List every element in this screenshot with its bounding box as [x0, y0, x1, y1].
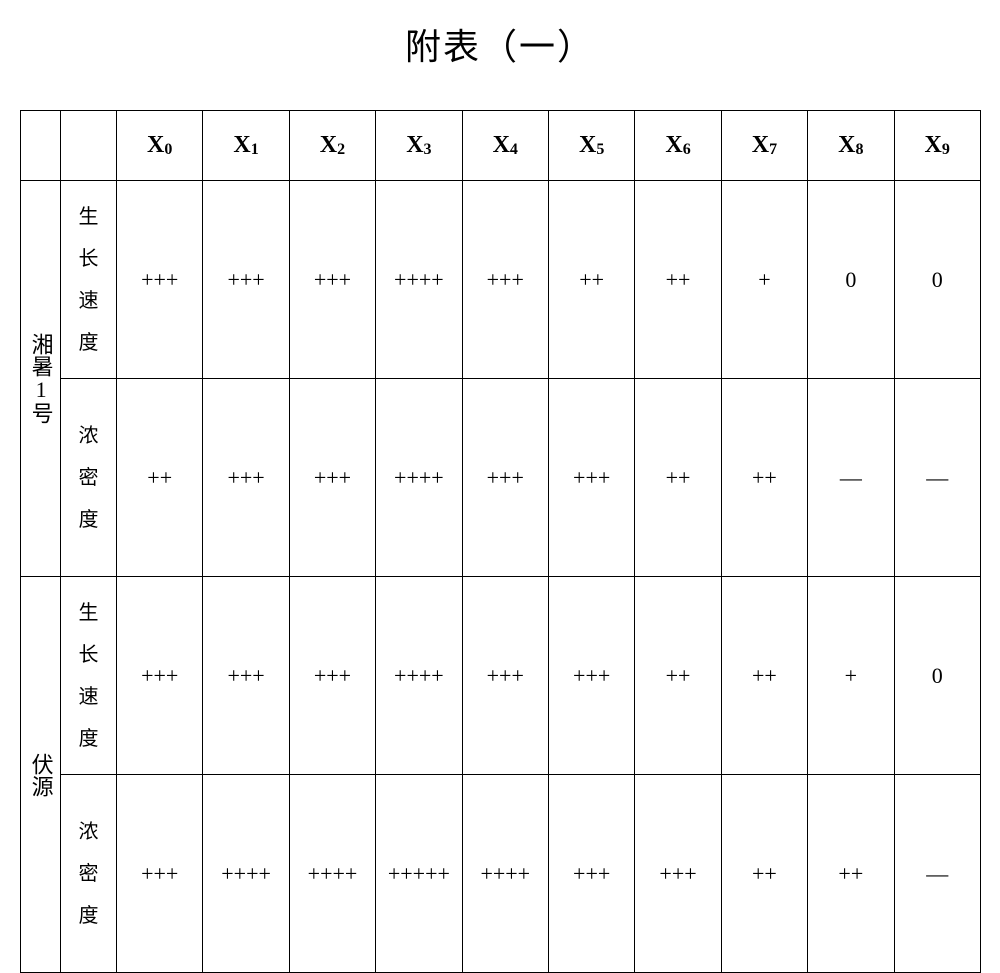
data-cell: ++: [635, 577, 721, 775]
header-blank-1: [21, 111, 61, 181]
col-header: X2: [289, 111, 375, 181]
data-cell: +++: [117, 775, 203, 973]
data-cell: ++: [721, 379, 807, 577]
table-row: 伏源 生长速度 +++ +++ +++ ++++ +++ +++ ++ ++ +…: [21, 577, 981, 775]
col-header-prefix: X: [493, 132, 510, 158]
data-cell: ++++: [376, 577, 462, 775]
data-cell: ++: [635, 379, 721, 577]
data-cell: +++: [289, 181, 375, 379]
table-row: 湘暑1号 生长速度 +++ +++ +++ ++++ +++ ++ ++ + 0…: [21, 181, 981, 379]
data-cell: —: [808, 379, 894, 577]
header-row: X0 X1 X2 X3 X4 X5 X6 X7 X8 X9: [21, 111, 981, 181]
data-cell: ++++: [203, 775, 289, 973]
col-header: X1: [203, 111, 289, 181]
col-header-index: 8: [855, 141, 863, 158]
col-header-prefix: X: [147, 132, 164, 158]
data-cell: ++: [721, 577, 807, 775]
data-cell: 0: [808, 181, 894, 379]
metric-label-cell: 浓密度: [61, 775, 117, 973]
col-header-prefix: X: [665, 132, 682, 158]
col-header-index: 6: [683, 141, 691, 158]
data-cell: 0: [894, 181, 980, 379]
col-header: X4: [462, 111, 548, 181]
metric-label-cell: 生长速度: [61, 181, 117, 379]
data-cell: ++: [548, 181, 634, 379]
data-cell: +++: [117, 577, 203, 775]
col-header: X6: [635, 111, 721, 181]
data-cell: +++++: [376, 775, 462, 973]
data-cell: +++: [462, 181, 548, 379]
col-header-prefix: X: [925, 132, 942, 158]
data-cell: ++: [635, 181, 721, 379]
data-cell: ++: [117, 379, 203, 577]
data-cell: ++++: [376, 181, 462, 379]
data-cell: +++: [289, 379, 375, 577]
metric-label-cell: 生长速度: [61, 577, 117, 775]
col-header-index: 7: [769, 141, 777, 158]
metric-label-cell: 浓密度: [61, 379, 117, 577]
group-label-cell: 湘暑1号: [21, 181, 61, 577]
col-header: X9: [894, 111, 980, 181]
data-cell: ++++: [289, 775, 375, 973]
table-row: 浓密度 +++ ++++ ++++ +++++ ++++ +++ +++ ++ …: [21, 775, 981, 973]
data-cell: 0: [894, 577, 980, 775]
metric-label: 生长速度: [61, 582, 116, 770]
data-cell: +++: [203, 181, 289, 379]
data-cell: +++: [635, 775, 721, 973]
data-cell: +++: [117, 181, 203, 379]
metric-label: 浓密度: [61, 801, 116, 947]
col-header-prefix: X: [838, 132, 855, 158]
data-cell: +++: [548, 577, 634, 775]
metric-label: 浓密度: [61, 405, 116, 551]
data-cell: ++: [721, 775, 807, 973]
data-cell: +++: [203, 379, 289, 577]
col-header-prefix: X: [406, 132, 423, 158]
data-cell: +: [808, 577, 894, 775]
col-header-index: 0: [164, 141, 172, 158]
data-table: X0 X1 X2 X3 X4 X5 X6 X7 X8 X9 湘暑1号 生长速度 …: [20, 110, 981, 973]
col-header: X8: [808, 111, 894, 181]
col-header: X3: [376, 111, 462, 181]
header-blank-2: [61, 111, 117, 181]
col-header-index: 9: [942, 141, 950, 158]
table-row: 浓密度 ++ +++ +++ ++++ +++ +++ ++ ++ — —: [21, 379, 981, 577]
col-header-index: 2: [337, 141, 345, 158]
group-label-cell: 伏源: [21, 577, 61, 973]
data-cell: ++++: [376, 379, 462, 577]
page-title: 附表（一）: [0, 0, 1000, 110]
data-cell: ++++: [462, 775, 548, 973]
col-header-prefix: X: [233, 132, 250, 158]
col-header-index: 3: [424, 141, 432, 158]
data-cell: —: [894, 775, 980, 973]
col-header-index: 1: [251, 141, 259, 158]
data-cell: +++: [462, 379, 548, 577]
data-cell: +++: [289, 577, 375, 775]
data-cell: +: [721, 181, 807, 379]
col-header-prefix: X: [579, 132, 596, 158]
metric-label: 生长速度: [61, 186, 116, 374]
col-header-prefix: X: [752, 132, 769, 158]
data-cell: +++: [548, 379, 634, 577]
col-header-prefix: X: [320, 132, 337, 158]
group-label: 伏源: [21, 747, 61, 803]
data-cell: +++: [462, 577, 548, 775]
col-header: X0: [117, 111, 203, 181]
data-cell: —: [894, 379, 980, 577]
col-header-index: 4: [510, 141, 518, 158]
data-cell: +++: [203, 577, 289, 775]
col-header: X5: [548, 111, 634, 181]
data-cell: ++: [808, 775, 894, 973]
data-cell: +++: [548, 775, 634, 973]
col-header: X7: [721, 111, 807, 181]
group-label: 湘暑1号: [21, 327, 61, 430]
col-header-index: 5: [596, 141, 604, 158]
